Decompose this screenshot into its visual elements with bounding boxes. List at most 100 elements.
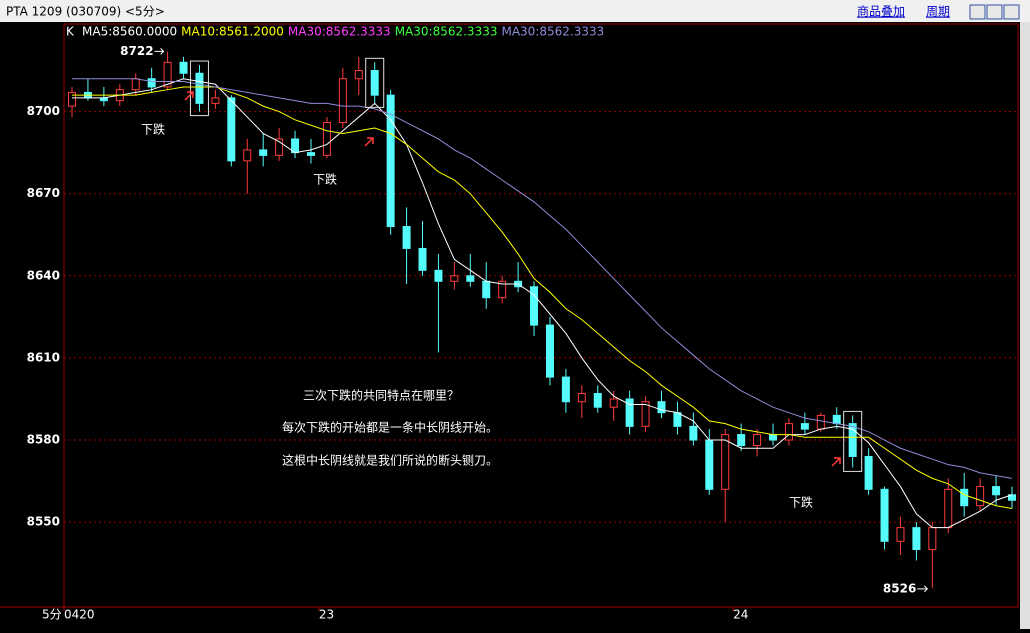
candle-body — [593, 393, 602, 408]
candle-body — [625, 398, 634, 427]
y-tick-label: 8670 — [27, 186, 60, 200]
y-tick-label: 8550 — [27, 515, 60, 529]
x-tick-label: 23 — [319, 608, 334, 622]
highlight-box — [365, 57, 385, 108]
candle-body — [354, 70, 363, 80]
title-bar — [0, 0, 1030, 22]
candle-body — [641, 401, 650, 427]
candle-body — [705, 439, 714, 490]
candle-body — [259, 149, 268, 156]
low-price-label: 8526 — [883, 581, 916, 595]
highlight-box — [843, 410, 863, 472]
candle-body — [306, 152, 315, 156]
candle-body — [721, 434, 730, 490]
candle-body — [673, 412, 682, 427]
legend-entry: MA30:8562.3333 — [288, 25, 391, 39]
candle-body — [243, 149, 252, 162]
candle-body — [816, 414, 825, 430]
legend-entry: MA5:8560.0000 — [82, 25, 177, 39]
candle-body — [498, 280, 507, 299]
candle-body — [275, 138, 284, 156]
candle-body — [530, 286, 539, 326]
candle-body — [338, 78, 347, 124]
candle-body — [195, 72, 204, 104]
period-label: 5分 — [42, 608, 62, 622]
low-arrow — [917, 585, 929, 593]
candle-body — [753, 434, 762, 447]
k-label: K — [66, 25, 75, 39]
candle-body — [848, 423, 857, 457]
period-button[interactable]: 周期 — [926, 5, 950, 19]
candle-body — [800, 423, 809, 430]
legend-entry: MA10:8561.2000 — [181, 25, 284, 39]
ma-line — [72, 86, 1013, 509]
candle-body — [912, 527, 921, 551]
candle-body — [880, 488, 889, 542]
y-tick-label: 8610 — [27, 350, 60, 364]
drop-label: 下跌 — [141, 122, 165, 137]
candle-body — [657, 401, 666, 414]
candle-body — [163, 61, 172, 88]
hint-arrow — [831, 457, 841, 467]
candle-body — [769, 434, 778, 441]
nav-left[interactable] — [969, 4, 986, 20]
drop-label: 下跌 — [313, 172, 337, 187]
x-tick-label: 24 — [733, 608, 748, 622]
legend-entry: MA30:8562.3333 — [395, 25, 498, 39]
overlay-button[interactable]: 商品叠加 — [857, 4, 905, 19]
y-tick-label: 8700 — [27, 104, 60, 118]
x-tick-label: 0420 — [64, 608, 95, 622]
candle-body — [68, 91, 76, 107]
candle-body — [609, 398, 618, 408]
candle-body — [370, 70, 379, 96]
candle-body — [179, 61, 188, 74]
note-text: 每次下跌的开始都是一条中长阴线开始。 — [282, 420, 498, 435]
candle-body — [577, 393, 586, 403]
candle-body — [896, 527, 905, 542]
candle-body — [976, 486, 985, 507]
candle-body — [227, 97, 236, 162]
candle-body — [784, 423, 793, 441]
y-tick-label: 8640 — [27, 268, 60, 282]
legend-entry: MA30:8562.3333 — [501, 25, 604, 39]
high-arrow — [154, 48, 165, 55]
candle-body — [131, 78, 140, 91]
nav-reset[interactable] — [1003, 4, 1020, 20]
candle-body — [832, 414, 841, 425]
candle-body — [322, 122, 331, 156]
candle-body — [689, 425, 698, 441]
highlight-box — [189, 60, 209, 117]
candle-body — [864, 455, 873, 490]
drop-label: 下跌 — [789, 495, 813, 510]
candle-body — [545, 324, 554, 378]
side-panel — [1020, 22, 1030, 629]
candle-body — [944, 488, 953, 529]
candle-body — [482, 280, 491, 299]
note-text: 三次下跌的共同特点在哪里？ — [303, 388, 459, 403]
hint-arrow — [184, 91, 194, 101]
ma-line — [72, 78, 1013, 529]
candle-body — [992, 486, 1001, 496]
nav-buttons — [969, 4, 1020, 20]
candle-body — [434, 269, 443, 282]
candle-body — [450, 275, 459, 282]
high-price-label: 8722 — [120, 44, 153, 58]
note-text: 这根中长阴线就是我们所说的断头铡刀。 — [282, 453, 498, 468]
candle-body — [466, 275, 475, 282]
candle-body — [402, 226, 411, 249]
candle-body — [561, 376, 570, 403]
nav-right[interactable] — [986, 4, 1003, 20]
candle-body — [737, 434, 746, 447]
candle-body — [386, 94, 395, 228]
candle-body — [211, 97, 220, 104]
candle-body — [960, 488, 969, 507]
candle-body — [147, 78, 156, 88]
chart-title: PTA 1209 (030709) <5分> — [6, 5, 165, 19]
y-tick-label: 8580 — [27, 433, 60, 447]
ma-line — [72, 78, 1013, 479]
hint-arrow — [364, 137, 374, 147]
candle-body — [418, 247, 427, 271]
candle-body — [928, 527, 937, 551]
